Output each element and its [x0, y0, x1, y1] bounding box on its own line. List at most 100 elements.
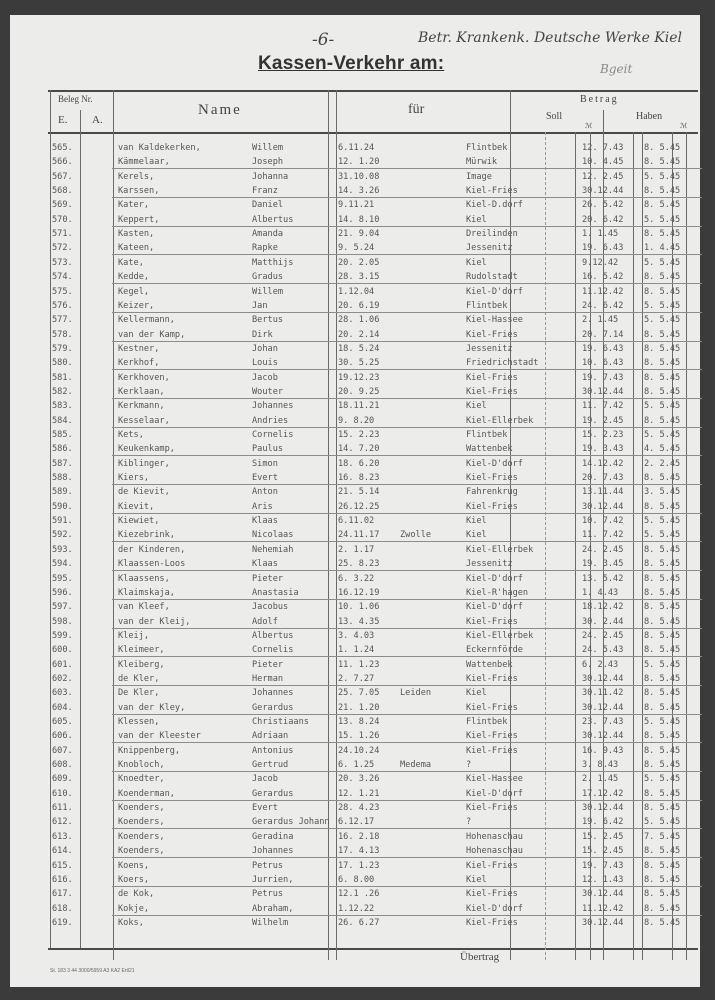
row-soll-amount: 15. 2.45	[582, 831, 624, 842]
row-soll-amount: 10. 6.43	[582, 358, 624, 369]
row-rule	[112, 397, 702, 399]
row-soll-amount: 19. 7.43	[582, 372, 624, 383]
row-surname: Koenders,	[118, 846, 165, 857]
row-haben-amount: 8. 5.45	[644, 587, 681, 598]
row-birth-date: 31.10.08	[338, 171, 380, 182]
row-surname: Kestner,	[118, 343, 160, 354]
row-haben-amount: 8. 5.45	[644, 630, 681, 641]
row-number: 609.	[52, 774, 73, 785]
row-place: Kiel-Ellerbek	[466, 544, 534, 555]
row-birth-date: 30. 5.25	[338, 358, 380, 369]
row-birth-date: 20. 2.14	[338, 329, 380, 340]
table-row: 619. Koks, Wilhelm 26. 6.27 Kiel-Fries 30.12.…	[0, 916, 715, 930]
row-number: 591.	[52, 516, 73, 527]
row-remark: Leiden	[400, 688, 432, 699]
row-number: 574.	[52, 272, 73, 283]
row-soll-amount: 2. 1.45	[582, 315, 619, 326]
row-birth-date: 2. 7.27	[338, 673, 375, 684]
column-fuer: für	[408, 102, 425, 117]
row-soll-amount: 19. 6.42	[582, 817, 624, 828]
row-haben-amount: 8. 5.45	[644, 343, 681, 354]
row-haben-amount: 8. 5.45	[644, 731, 681, 742]
row-rule	[112, 914, 702, 916]
column-divider	[80, 110, 81, 948]
row-surname: de Kok,	[118, 889, 155, 900]
row-birth-date: 25. 8.23	[338, 559, 380, 570]
column-divider	[633, 132, 634, 960]
row-haben-amount: 8. 5.45	[644, 329, 681, 340]
row-soll-amount: 14.12.42	[582, 458, 624, 469]
row-surname: Klaimskaja,	[118, 587, 175, 598]
row-rule	[112, 799, 702, 801]
row-birth-date: 24.10.24	[338, 745, 380, 756]
row-first-name: Paulus	[252, 444, 284, 455]
row-number: 596.	[52, 587, 73, 598]
row-birth-date: 18. 5.24	[338, 343, 380, 354]
row-haben-amount: 5. 5.45	[644, 171, 681, 182]
row-surname: Klaassens,	[118, 573, 170, 584]
row-number: 608.	[52, 760, 73, 771]
column-e: E.	[58, 114, 68, 126]
row-haben-amount: 5. 5.45	[644, 257, 681, 268]
table-row: 609. Knoedter, Jacob 20. 3.26 Kiel-Hassee 2. …	[0, 772, 715, 786]
row-first-name: Cornelis	[252, 430, 294, 440]
row-number: 584.	[52, 415, 73, 426]
row-birth-date: 26.12.25	[338, 501, 380, 512]
row-soll-amount: 12. 1.43	[582, 874, 624, 885]
row-surname: Kerkhof,	[118, 358, 160, 369]
row-soll-amount: 19. 3.45	[582, 559, 624, 570]
row-rule	[112, 283, 702, 285]
table-row: 615. Koens, Petrus 17. 1.23 Kiel-Fries 19. 7.…	[0, 859, 715, 873]
row-remark: Zwolle	[400, 530, 432, 541]
row-first-name: Gerardus	[252, 788, 294, 799]
row-first-name: Willem	[252, 286, 284, 297]
table-row: 617. de Kok, Petrus 12.1 .26 Kiel-Fries 30.12…	[0, 887, 715, 901]
row-rule	[112, 857, 702, 859]
row-birth-date: 1.12.04	[338, 286, 375, 297]
row-number: 583.	[52, 401, 73, 412]
row-birth-date: 14. 7.20	[338, 444, 380, 455]
column-divider	[336, 90, 337, 960]
row-haben-amount: 8. 5.45	[644, 501, 681, 512]
row-first-name: Geradina	[252, 831, 294, 842]
row-birth-date: 1. 1.24	[338, 645, 375, 656]
row-first-name: Daniel	[252, 200, 284, 211]
row-surname: de Kievit,	[118, 487, 170, 498]
row-first-name: Antonius	[252, 745, 294, 756]
row-first-name: Albertus	[252, 214, 294, 225]
column-divider	[603, 110, 604, 960]
row-place: Kiel-Hassee	[466, 774, 523, 785]
column-divider	[672, 132, 673, 960]
table-row: 576. Keizer, Jan 20. 6.19 Flintbek 24. 6.42 5.…	[0, 299, 715, 313]
row-birth-date: 9. 8.20	[338, 415, 375, 426]
row-surname: Kiewiet,	[118, 516, 160, 527]
row-birth-date: 16.12.19	[338, 587, 380, 598]
table-row: 566. Kämmelaar, Joseph 12. 1.20 Mürwik 10. 4.…	[0, 155, 715, 169]
column-a: A.	[92, 114, 103, 126]
row-soll-amount: 1. 1.45	[582, 229, 619, 240]
row-number: 568.	[52, 186, 73, 197]
row-soll-amount: 20. 7.43	[582, 473, 624, 484]
row-place: Kiel-Fries	[466, 860, 518, 871]
row-first-name: Wilhelm	[252, 917, 289, 928]
column-divider	[575, 132, 576, 960]
row-first-name: Johannes	[252, 688, 294, 699]
row-birth-date: 28. 4.23	[338, 803, 380, 814]
row-birth-date: 9.11.21	[338, 200, 375, 211]
row-place: Flintbek	[466, 300, 508, 311]
row-birth-date: 28. 1.06	[338, 315, 380, 326]
table-row: 571. Kasten, Amanda 21. 9.04 Dreilinden 1. 1.…	[0, 227, 715, 241]
row-first-name: Simon	[252, 458, 278, 469]
row-soll-amount: 10. 4.45	[582, 157, 624, 168]
row-soll-amount: 30.12.44	[582, 673, 624, 684]
row-place: Wattenbek	[466, 659, 513, 670]
row-surname: Kiers,	[118, 473, 150, 484]
row-number: 600.	[52, 645, 73, 656]
row-first-name: Aris	[252, 501, 273, 512]
row-number: 570.	[52, 214, 73, 225]
row-soll-amount: 11.12.42	[582, 286, 624, 297]
row-haben-amount: 8. 5.45	[644, 229, 681, 240]
row-surname: De Kler,	[118, 688, 160, 699]
row-first-name: Abraham,	[252, 903, 294, 914]
row-first-name: Andries	[252, 415, 289, 426]
